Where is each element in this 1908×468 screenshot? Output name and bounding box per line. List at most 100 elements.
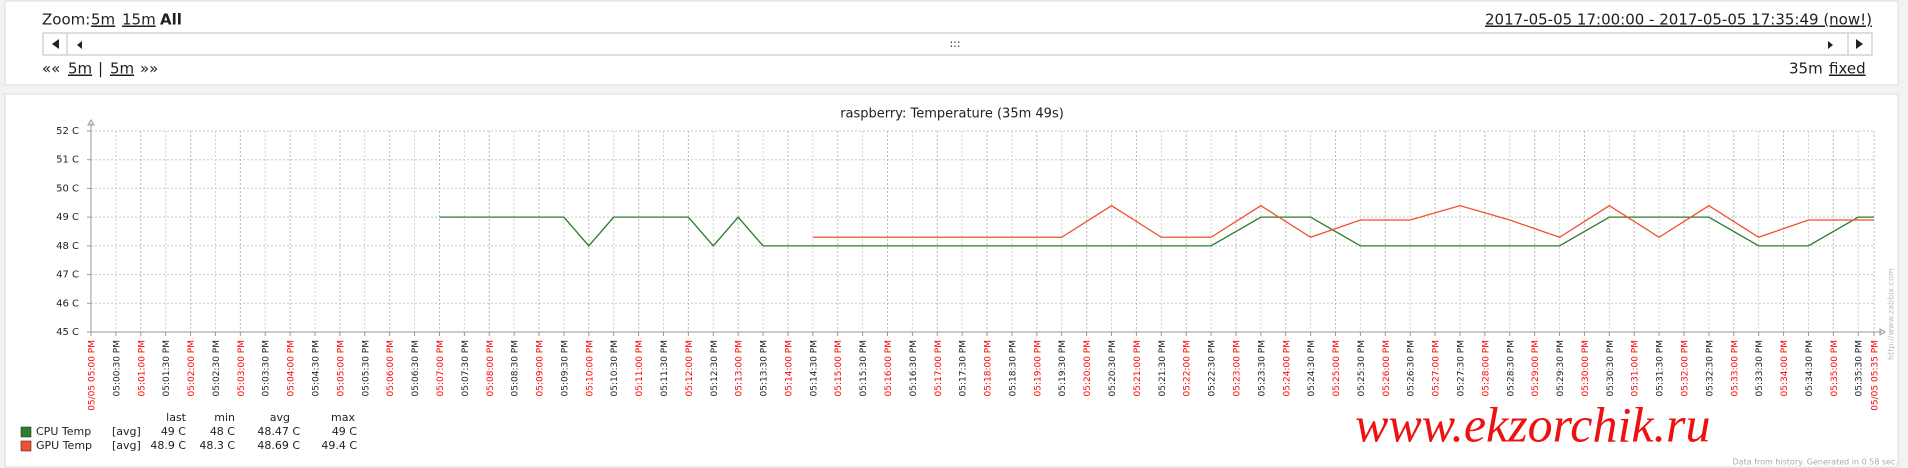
legend-swatch <box>20 426 32 438</box>
x-tick-label: 05:08:30 PM <box>511 340 521 396</box>
x-tick-label: 05:32:30 PM <box>1705 340 1715 396</box>
x-tick-label: 05:16:00 PM <box>884 340 894 396</box>
legend-name: GPU Temp <box>36 439 92 452</box>
y-tick-label: 45 C <box>56 327 79 338</box>
legend-swatch <box>20 440 32 452</box>
x-tick-label: 05:00:30 PM <box>112 340 122 396</box>
x-axis-arrow <box>1879 328 1886 336</box>
x-tick-label: 05:12:00 PM <box>685 340 695 396</box>
x-tick-label: 05:03:00 PM <box>237 340 247 396</box>
x-tick-label: 05:04:30 PM <box>312 340 322 396</box>
nav-forward-step[interactable]: 5m <box>110 60 134 78</box>
nav-separator: | <box>98 60 103 78</box>
chart-title: raspberry: Temperature (35m 49s) <box>840 107 1064 122</box>
x-tick-label: 05:35:30 PM <box>1855 340 1865 396</box>
x-tick-label: 05:04:00 PM <box>287 340 297 396</box>
nav-back-step[interactable]: 5m <box>68 60 92 78</box>
x-tick-label: 05:16:30 PM <box>909 340 919 396</box>
x-tick-label: 05:02:00 PM <box>187 340 197 396</box>
scroll-handle[interactable]: ::: <box>949 37 960 50</box>
legend-stat: 49.4 C <box>321 439 357 452</box>
x-tick-label: 05:24:30 PM <box>1307 340 1317 396</box>
x-tick-label: 05:31:30 PM <box>1656 340 1666 396</box>
y-tick-label: 51 C <box>56 155 79 166</box>
period-mode[interactable]: fixed <box>1829 60 1866 78</box>
x-tick-label: 05:20:30 PM <box>1108 340 1118 396</box>
x-tick-label: 05:05:00 PM <box>336 340 346 396</box>
x-tick-label: 05:19:30 PM <box>1058 340 1068 396</box>
zoom-label: Zoom: <box>42 11 90 29</box>
x-tick-label: 05:27:00 PM <box>1432 340 1442 396</box>
x-tick-label: 05:15:30 PM <box>859 340 869 396</box>
y-tick-label: 48 C <box>56 241 79 252</box>
y-tick-label: 46 C <box>56 298 79 309</box>
x-tick-label: 05:34:00 PM <box>1780 340 1790 396</box>
x-tick-label: 05:13:30 PM <box>760 340 770 396</box>
x-tick-label: 05:34:30 PM <box>1805 340 1815 396</box>
legend-stat: [avg] <box>112 425 141 438</box>
x-tick-label: 05:13:00 PM <box>735 340 745 396</box>
x-tick-label: 05:03:30 PM <box>262 340 272 396</box>
legend-stat: 49 C <box>332 425 357 438</box>
x-tick-label: 05:11:00 PM <box>635 340 645 396</box>
y-tick-label: 52 C <box>56 126 79 137</box>
x-tick-label: 05:11:30 PM <box>660 340 670 396</box>
zoom-option[interactable]: All <box>160 11 182 29</box>
nav-forward[interactable]: »» <box>140 60 158 78</box>
x-tick-label: 05:17:30 PM <box>959 340 969 396</box>
x-tick-label: 05:24:00 PM <box>1282 340 1292 396</box>
x-tick-label: 05:23:00 PM <box>1232 340 1242 396</box>
x-tick-label: 05:26:30 PM <box>1407 340 1417 396</box>
x-tick-label: 05:21:30 PM <box>1158 340 1168 396</box>
x-tick-label: 05:14:00 PM <box>784 340 794 396</box>
legend-stat: 48.47 C <box>257 425 300 438</box>
x-tick-label: 05:07:30 PM <box>461 340 471 396</box>
x-tick-label: 05:29:30 PM <box>1556 340 1566 396</box>
zoom-option[interactable]: 15m <box>122 11 156 29</box>
x-tick-label: 05:18:00 PM <box>984 340 994 396</box>
legend-header: last <box>166 411 187 424</box>
x-tick-label: 05:17:00 PM <box>934 340 944 396</box>
arrow-left-icon <box>52 39 59 49</box>
y-axis-arrow <box>87 119 95 126</box>
x-tick-label: 05:31:00 PM <box>1631 340 1641 396</box>
x-tick-label: 05:08:00 PM <box>486 340 496 396</box>
x-tick-label: 05:19:00 PM <box>1033 340 1043 396</box>
x-tick-label: 05:22:30 PM <box>1208 340 1218 396</box>
x-tick-label: 05:06:30 PM <box>411 340 421 396</box>
handle-left-icon[interactable] <box>77 41 82 49</box>
x-tick-label: 05:05:30 PM <box>361 340 371 396</box>
x-tick-label: 05:12:30 PM <box>710 340 720 396</box>
x-tick-label: 05:27:30 PM <box>1456 340 1466 396</box>
x-tick-label: 05:30:00 PM <box>1581 340 1591 396</box>
period-length: 35m <box>1789 60 1823 78</box>
zoom-option[interactable]: 5m <box>91 11 115 29</box>
arrow-right-icon <box>1856 39 1863 49</box>
x-tick-label: 05/05 05:35 PM <box>1871 340 1881 411</box>
handle-right-icon[interactable] <box>1828 41 1833 49</box>
legend-name: CPU Temp <box>36 425 91 438</box>
legend-stat: 49 C <box>161 425 186 438</box>
watermark: www.ekzorchik.ru <box>1355 396 1711 452</box>
x-tick-label: 05:07:00 PM <box>436 340 446 396</box>
x-tick-label: 05:01:00 PM <box>137 340 147 396</box>
x-tick-label: 05/05 05:00 PM <box>88 340 98 411</box>
x-tick-label: 05:29:00 PM <box>1531 340 1541 396</box>
x-tick-label: 05:09:00 PM <box>536 340 546 396</box>
vendor-url: http://www.zabbix.com <box>1887 268 1896 360</box>
x-tick-label: 05:06:00 PM <box>386 340 396 396</box>
x-tick-label: 05:21:00 PM <box>1133 340 1143 396</box>
x-tick-label: 05:25:30 PM <box>1357 340 1367 396</box>
y-tick-label: 49 C <box>56 212 79 223</box>
nav-back[interactable]: «« <box>42 60 60 78</box>
series-line <box>439 216 1874 247</box>
legend-stat: 48 C <box>210 425 235 438</box>
x-tick-label: 05:10:00 PM <box>585 340 595 396</box>
x-tick-label: 05:18:30 PM <box>1008 340 1018 396</box>
x-tick-label: 05:10:30 PM <box>610 340 620 396</box>
x-tick-label: 05:15:00 PM <box>834 340 844 396</box>
series-line <box>812 204 1874 239</box>
legend-header: min <box>214 411 235 424</box>
x-tick-label: 05:25:00 PM <box>1332 340 1342 396</box>
